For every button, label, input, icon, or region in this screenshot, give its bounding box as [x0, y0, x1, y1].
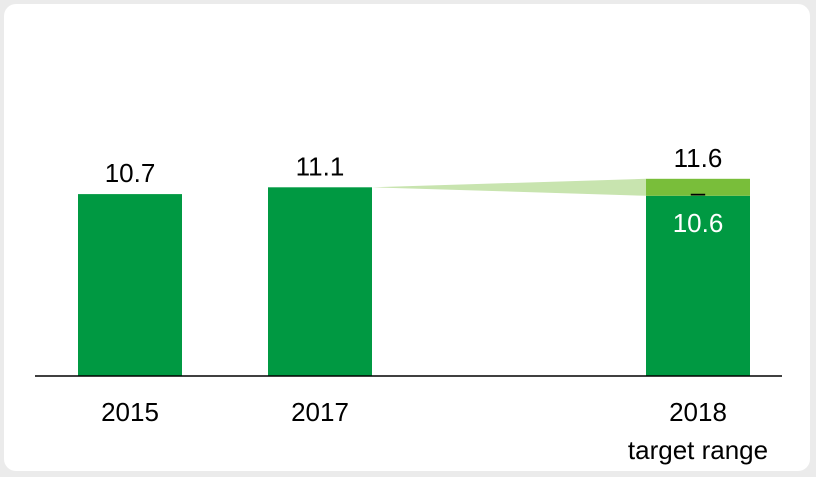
tick-label-2018: 2018 [669, 397, 727, 427]
tick-label-2015: 2015 [101, 397, 159, 427]
bar-2018 [646, 195, 750, 376]
range-separator: – [691, 177, 706, 207]
tick-label-2017: 2017 [291, 397, 349, 427]
tick-sublabel-2018: target range [628, 435, 768, 465]
value-label-2017: 11.1 [296, 151, 345, 181]
bar-2017 [268, 187, 372, 376]
value-label-range-high: 11.6 [674, 143, 723, 173]
bar-2015 [78, 194, 182, 376]
target-range-segment [646, 178, 750, 196]
value-label-2015: 10.7 [105, 158, 156, 188]
target-range-wedge [372, 178, 646, 196]
value-label-range-low: 10.6 [673, 208, 724, 238]
